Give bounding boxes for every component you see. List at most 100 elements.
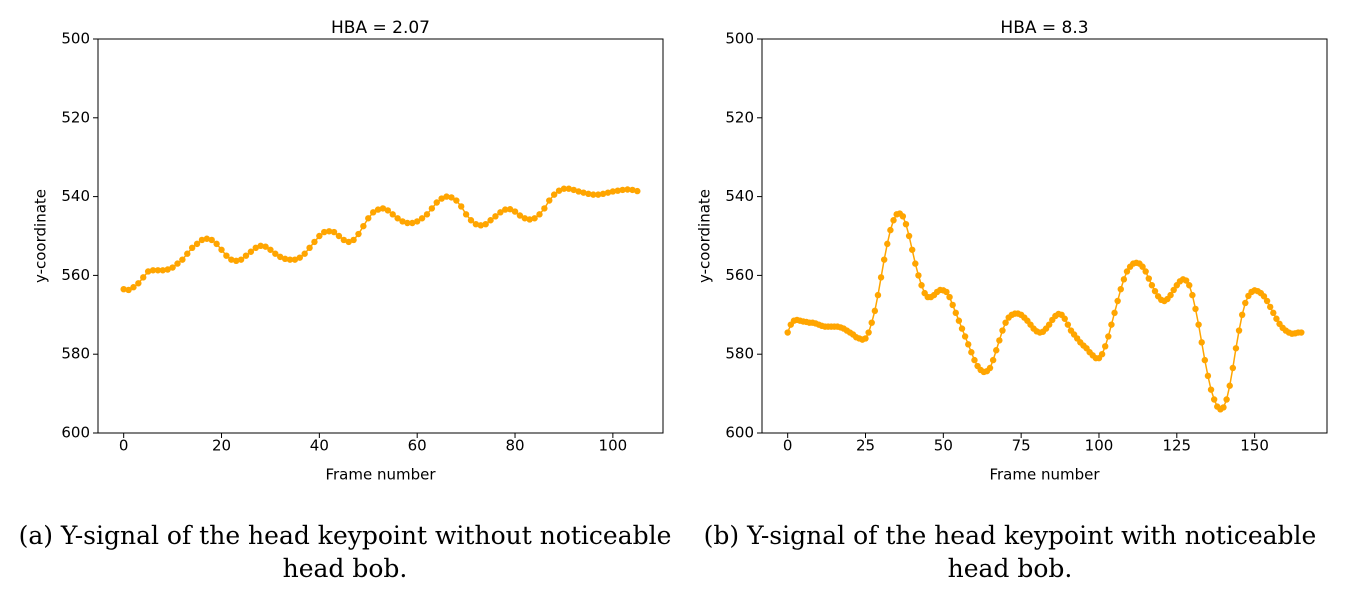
data-point (1186, 282, 1193, 289)
data-point (521, 215, 529, 222)
y-tick-label: 560 (725, 266, 754, 284)
x-tick-label: 20 (212, 437, 231, 455)
data-point (1105, 333, 1112, 340)
data-point (1145, 275, 1152, 282)
y-tick-label: 520 (725, 108, 754, 126)
data-point (1229, 364, 1237, 372)
data-point (237, 256, 245, 263)
data-point (140, 274, 147, 281)
data-point (550, 191, 558, 198)
y-tick-label: 600 (61, 424, 90, 442)
data-point (1298, 329, 1305, 336)
data-point (1223, 396, 1230, 403)
data-point (365, 215, 372, 222)
data-point (296, 254, 303, 261)
data-point (1207, 386, 1215, 393)
data-point (492, 213, 499, 220)
data-point (943, 288, 950, 296)
data-point (335, 232, 343, 240)
data-point (374, 206, 382, 213)
data-point (506, 206, 514, 213)
x-axis-label: Frame number (325, 466, 436, 484)
data-line (786, 212, 1302, 411)
data-point (438, 195, 445, 202)
data-point (272, 250, 279, 257)
data-point (862, 335, 869, 342)
data-point (999, 327, 1006, 334)
data-point (899, 213, 907, 220)
x-tick-label: 60 (408, 437, 427, 455)
data-point (130, 284, 137, 291)
data-point (252, 244, 259, 252)
y-tick-label: 520 (61, 108, 90, 126)
data-point (541, 205, 548, 212)
y-tick-label: 560 (61, 266, 90, 284)
x-tick-label: 75 (1012, 437, 1031, 455)
data-point (1170, 286, 1177, 294)
data-point (340, 236, 348, 244)
data-point (877, 274, 885, 281)
data-point (908, 246, 916, 253)
data-point (1238, 311, 1246, 318)
data-point (487, 217, 494, 224)
data-point (1002, 319, 1009, 326)
data-point (1151, 287, 1159, 295)
data-point (971, 356, 978, 364)
data-point (443, 193, 450, 200)
data-point (188, 244, 196, 252)
data-point (1195, 321, 1202, 328)
data-point (536, 211, 543, 218)
data-point (448, 194, 455, 201)
data-point (316, 232, 323, 240)
data-point (1148, 282, 1156, 289)
data-point (629, 186, 636, 194)
data-point (604, 189, 612, 196)
x-tick-label: 150 (1240, 437, 1269, 455)
data-point (462, 211, 470, 218)
data-point (433, 199, 440, 206)
data-point (1045, 321, 1053, 328)
data-point (184, 250, 191, 257)
data-point (946, 293, 953, 301)
data-point (418, 215, 426, 222)
data-point (1270, 309, 1277, 317)
data-point (912, 260, 919, 267)
data-point (325, 228, 333, 235)
data-point (580, 189, 587, 196)
data-point (213, 240, 220, 248)
data-point (993, 347, 1000, 354)
data-point (1167, 291, 1174, 299)
data-point (1108, 321, 1115, 328)
data-point (1123, 268, 1131, 275)
x-tick-label: 0 (783, 437, 793, 455)
data-point (905, 232, 913, 240)
data-point (1117, 285, 1124, 293)
data-point (228, 256, 235, 263)
data-point (1192, 305, 1199, 313)
data-point (355, 230, 362, 238)
data-point (482, 220, 489, 228)
data-point (174, 260, 181, 267)
data-point (1263, 297, 1271, 305)
data-point (257, 242, 264, 250)
data-point (989, 356, 997, 364)
data-point (1210, 396, 1218, 403)
data-point (120, 285, 127, 293)
data-point (311, 238, 318, 246)
data-point (590, 191, 597, 198)
data-point (1098, 351, 1106, 358)
data-point (262, 243, 269, 250)
data-point (458, 203, 465, 210)
data-point (384, 207, 392, 214)
data-point (409, 219, 416, 227)
y-axis-label: y-coordinate (32, 189, 50, 283)
data-point (286, 256, 294, 263)
y-tick-label: 500 (61, 30, 90, 48)
data-point (281, 255, 289, 263)
plot-frame (97, 38, 664, 434)
data-point (874, 291, 882, 299)
data-point (915, 272, 922, 279)
data-point (1242, 299, 1249, 307)
data-point (599, 190, 607, 198)
